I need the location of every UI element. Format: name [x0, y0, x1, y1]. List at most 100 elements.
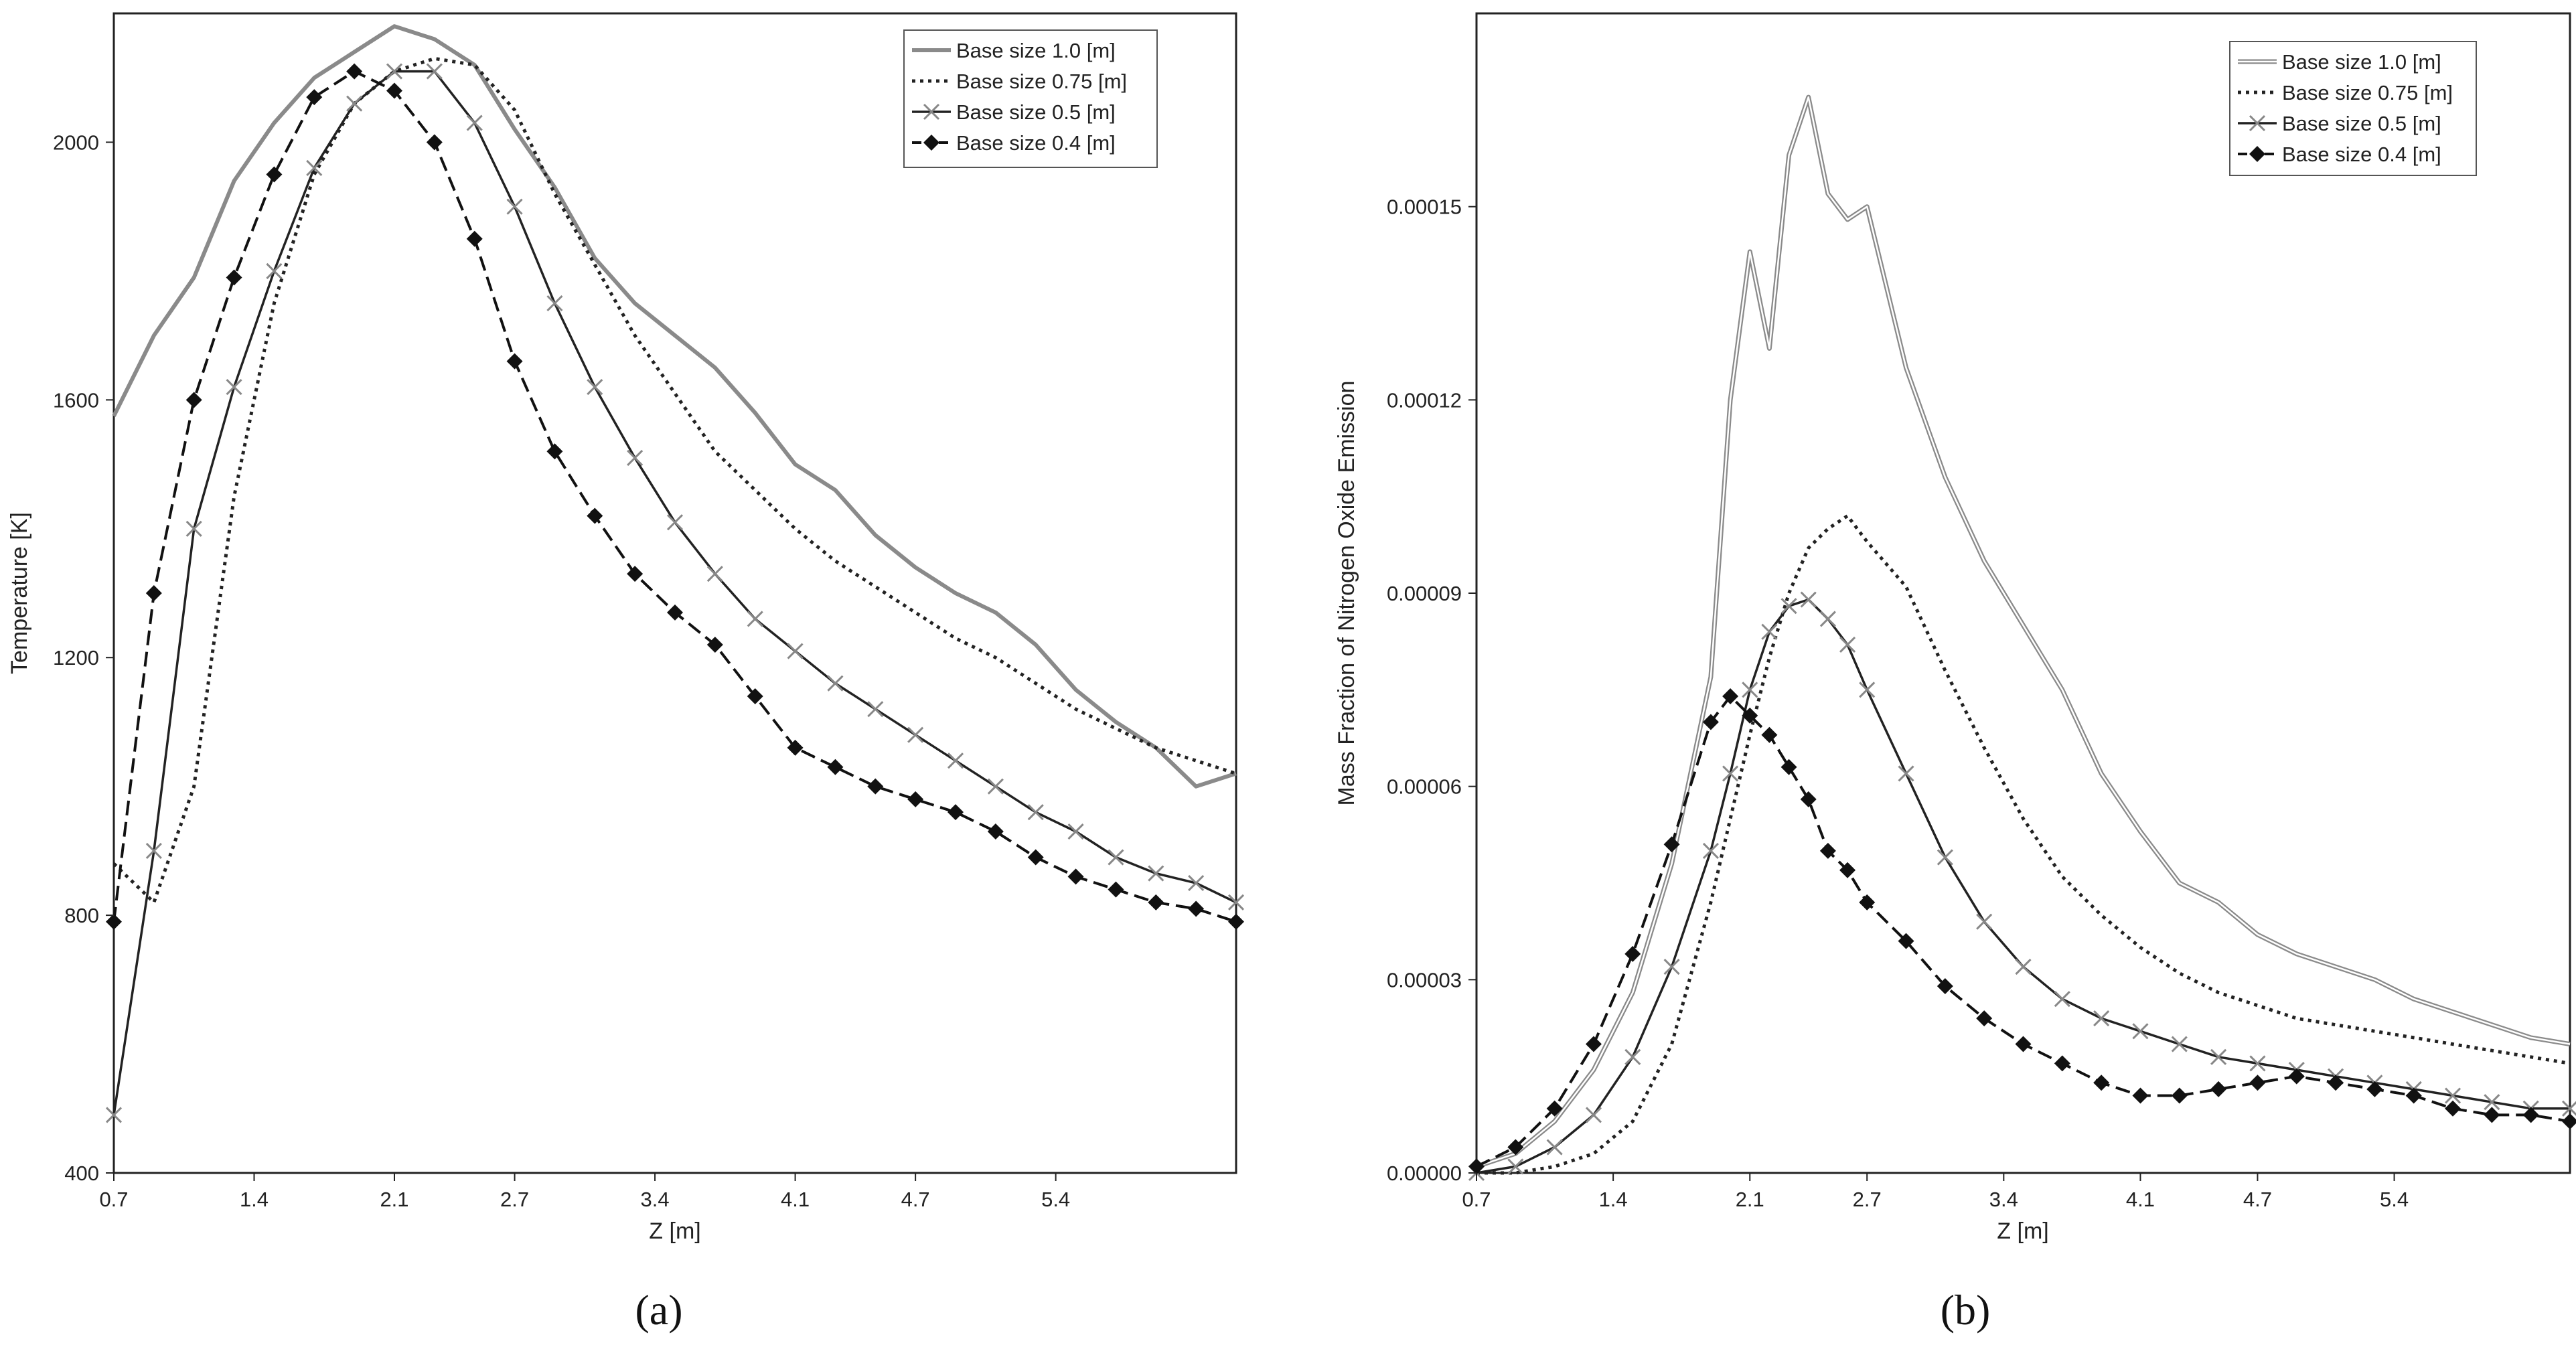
data-point: [2249, 1075, 2266, 1091]
x-tick-label: 4.1: [781, 1188, 810, 1211]
data-point: [2522, 1107, 2539, 1123]
y-tick-label: 0.00015: [1387, 195, 1462, 219]
panel-label-a: (a): [635, 1286, 682, 1334]
y-tick-label: 1600: [53, 388, 99, 412]
data-point: [1800, 791, 1817, 807]
data-point: [1188, 900, 1205, 917]
data-point: [1761, 726, 1778, 743]
data-point: [627, 566, 643, 582]
panel-label-b: (b): [1941, 1286, 1991, 1334]
series-line-1: [112, 56, 1237, 904]
data-point: [1702, 842, 1719, 859]
x-tick-label: 0.7: [1462, 1188, 1491, 1211]
panel-b-nox-chart: 0.7 1.4 2.1 2.7 3.4 4.1 4.7 5.4 0.00000 0.00003 0.…: [1334, 12, 2576, 1334]
data-point: [827, 675, 844, 692]
data-point: [1108, 849, 1124, 866]
data-point: [226, 269, 242, 286]
data-point: [1468, 1158, 1485, 1175]
data-point: [2405, 1087, 2422, 1104]
x-tick-label: 2.1: [1736, 1188, 1764, 1211]
x-tick-label: 4.1: [2126, 1188, 2155, 1211]
data-point: [145, 585, 162, 601]
y-tick-label: 0.00009: [1387, 582, 1462, 605]
data-point: [667, 604, 683, 621]
data-point: [226, 379, 242, 396]
data-point: [106, 913, 122, 930]
legend-label-1: Base size 0.75 [m]: [2282, 81, 2453, 104]
legend-label-0: Base size 1.0 [m]: [956, 39, 1116, 62]
x-tick-label: 3.4: [1989, 1188, 2018, 1211]
y-axis-label-b: Mass Fraction of Nitrogen Oxide Emission: [1334, 381, 1359, 806]
data-point: [2484, 1107, 2500, 1123]
data-point: [1585, 1036, 1602, 1052]
legend-label-2: Base size 0.5 [m]: [956, 100, 1116, 124]
x-tick-label: 1.4: [1599, 1188, 1628, 1211]
x-tick-label: 2.1: [380, 1188, 408, 1211]
data-point: [1663, 836, 1680, 853]
data-point: [1702, 714, 1719, 730]
y-tick-label: 2000: [53, 131, 99, 154]
data-point: [2562, 1113, 2576, 1130]
data-point: [948, 804, 964, 821]
x-tick-label: 1.4: [240, 1188, 269, 1211]
data-point: [1898, 765, 1914, 782]
data-point: [2366, 1081, 2383, 1097]
data-point: [2210, 1081, 2227, 1097]
data-point: [706, 566, 723, 582]
legend-marker-2: [2249, 114, 2266, 132]
data-point: [1937, 849, 1953, 866]
y-tick-label: 0.00006: [1387, 775, 1462, 799]
y-tick-label: 800: [64, 904, 99, 927]
data-point: [706, 636, 723, 653]
x-tick-label: 5.4: [1041, 1188, 1070, 1211]
data-point: [466, 114, 483, 131]
data-point: [1227, 894, 1245, 911]
data-point: [587, 507, 603, 524]
data-point: [867, 701, 884, 718]
data-point: [1108, 881, 1124, 898]
data-point: [1663, 959, 1680, 975]
data-point: [105, 1107, 123, 1123]
data-point: [1819, 611, 1836, 627]
data-point: [1819, 842, 1836, 859]
data-point: [346, 63, 363, 80]
legend-marker-3: [2249, 146, 2265, 162]
data-point: [2093, 1010, 2110, 1027]
data-point: [266, 166, 283, 183]
data-point: [2132, 1087, 2149, 1104]
data-point: [1976, 1010, 1993, 1027]
x-tick-label: 3.4: [641, 1188, 670, 1211]
legend-b: Base size 1.0 [m] Base size 0.75 [m] Base …: [2229, 41, 2477, 176]
data-point: [907, 791, 924, 807]
data-point: [2328, 1075, 2344, 1091]
data-point: [1228, 913, 1244, 930]
data-point: [1781, 598, 1797, 615]
series-line-1: [1476, 514, 2571, 1175]
data-point: [145, 842, 162, 859]
legend-marker-2: [923, 103, 940, 121]
data-point: [2210, 1048, 2227, 1065]
data-point: [2561, 1100, 2576, 1117]
data-point: [1722, 765, 1739, 782]
y-tick-label: 0.00003: [1387, 968, 1462, 992]
series-line-0: [112, 24, 1237, 789]
y-axis-label-a: Temperature [K]: [7, 512, 32, 674]
data-point: [2054, 991, 2070, 1008]
data-point: [2015, 959, 2032, 975]
data-point: [2171, 1036, 2188, 1052]
x-tick-label: 2.7: [1853, 1188, 1882, 1211]
data-point: [2445, 1100, 2461, 1117]
data-point: [787, 643, 804, 659]
data-point: [867, 778, 884, 795]
x-tick-label: 5.4: [2380, 1188, 2409, 1211]
legend-label-1: Base size 0.75 [m]: [956, 70, 1127, 93]
data-point: [747, 688, 763, 704]
legend-label-3: Base size 0.4 [m]: [956, 131, 1116, 155]
x-tick-label: 2.7: [500, 1188, 529, 1211]
data-point: [386, 82, 402, 99]
data-point: [827, 759, 844, 775]
data-point: [1859, 894, 1876, 911]
data-point: [1781, 759, 1797, 775]
y-tick-label: 1200: [53, 646, 99, 669]
